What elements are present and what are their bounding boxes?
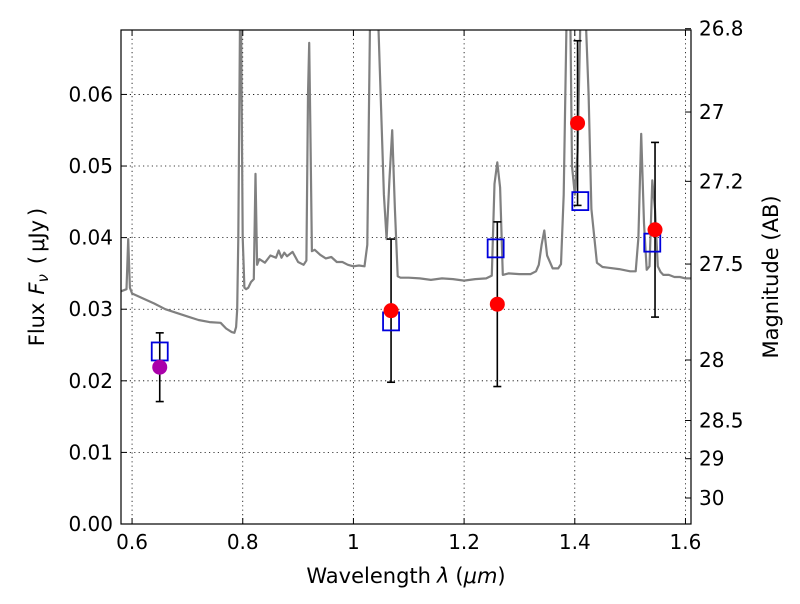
y2-tick-label: 28 <box>699 348 724 372</box>
x-axis-label-open: ( <box>455 564 463 588</box>
y-tick-label: 0.06 <box>68 82 113 106</box>
y-axis-label-close: ) <box>25 208 49 216</box>
model-square <box>486 238 505 259</box>
x-tick-label: 1 <box>347 530 360 554</box>
y2-tick-label: 26.8 <box>699 17 744 41</box>
errorbar-layer <box>155 39 660 403</box>
y-axis-label-unit: μJy <box>25 220 49 252</box>
x-axis-label-symbol: λ <box>436 564 449 588</box>
y-tick-label: 0.00 <box>68 512 113 536</box>
x-axis-label: Wavelength λ (μm) <box>306 564 505 588</box>
x-tick-label: 1.6 <box>670 530 702 554</box>
observed-point <box>152 359 168 375</box>
y-tick-label: 0.04 <box>68 226 113 250</box>
y-axis-label-text: Flux <box>25 303 49 347</box>
observed-point <box>647 222 663 238</box>
y2-axis-label: Magnitude (AB) <box>759 195 783 358</box>
x-axis-label-close: ) <box>497 564 505 588</box>
y2-tick-label: 30 <box>699 486 724 510</box>
spectrum-line <box>121 30 691 334</box>
x-axis-label-text: Wavelength <box>306 564 431 588</box>
y-tick-label: 0.01 <box>68 440 113 464</box>
x-axis-label-unit: μm <box>463 564 498 588</box>
y-axis-label-subscript: ν <box>34 274 52 282</box>
y2-tick-label: 27.5 <box>699 252 744 276</box>
y2-tick-label: 28.5 <box>699 409 744 433</box>
x-tick-label: 1.4 <box>559 530 591 554</box>
y2-tick-label: 29 <box>699 447 724 471</box>
y-tick-label: 0.03 <box>68 297 113 321</box>
y-axis-label: Flux Fν ( μJy) <box>25 208 52 347</box>
model-square <box>571 191 590 212</box>
x-tick-label: 1.2 <box>448 530 480 554</box>
grid <box>121 30 691 524</box>
model-square-layer <box>150 191 662 362</box>
observed-point <box>489 296 505 312</box>
observed-point-layer <box>152 115 663 375</box>
y-axis-label-open: ( <box>25 256 49 264</box>
plot-frame <box>120 29 692 525</box>
y-axis-label-symbol: F <box>25 282 49 295</box>
observed-point <box>570 115 586 131</box>
observed-point <box>383 303 399 319</box>
ticks <box>121 28 691 525</box>
y-tick-label: 0.02 <box>68 369 113 393</box>
y2-tick-label: 27 <box>699 100 724 124</box>
x-tick-label: 0.6 <box>116 530 148 554</box>
y2-tick-label: 27.2 <box>699 169 744 193</box>
x-tick-label: 0.8 <box>227 530 259 554</box>
spectrum-layer <box>121 30 691 334</box>
y-tick-label: 0.05 <box>68 154 113 178</box>
tick-labels: 0.6 0.8 1 1.2 1.4 1.6 0.00 0.01 0.02 0.03 0.04 0.05… <box>68 17 743 554</box>
